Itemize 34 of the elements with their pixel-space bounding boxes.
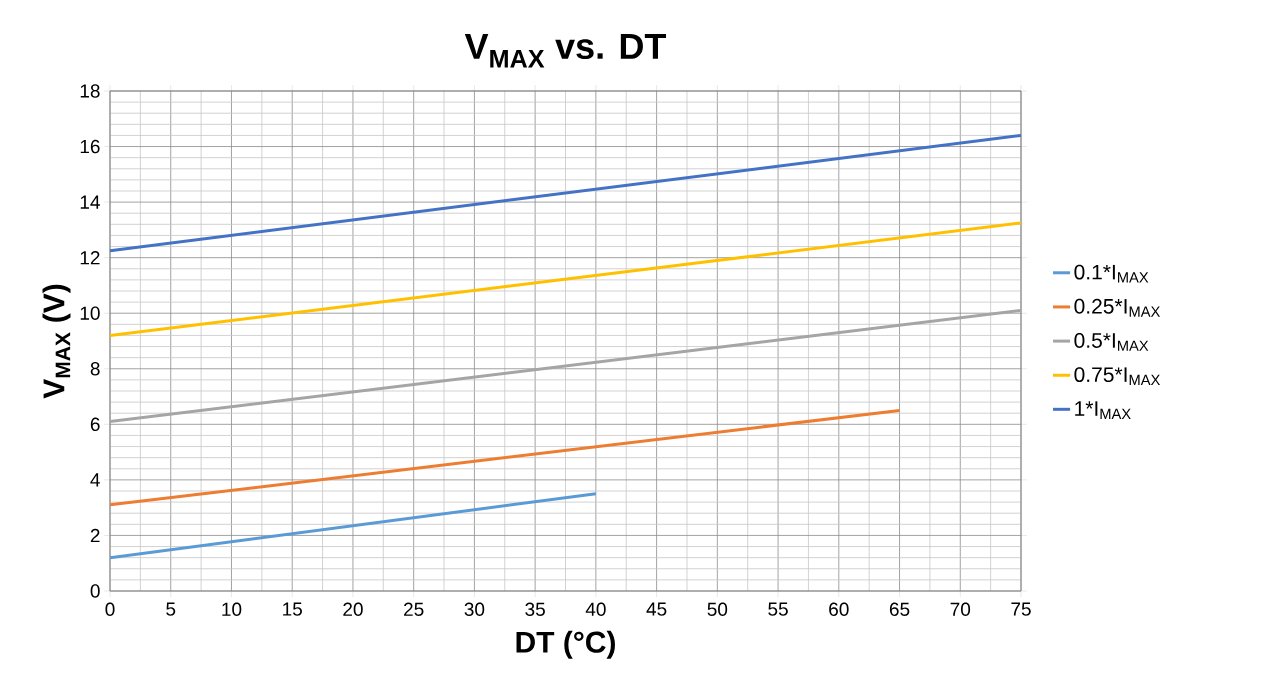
x-tick-label: 40 <box>585 602 606 616</box>
x-tick-label: 45 <box>646 602 667 616</box>
x-tick-label: 50 <box>707 602 728 616</box>
x-tick-label: 15 <box>283 602 302 616</box>
y-tick-label: 6 <box>90 417 100 432</box>
x-tick-label: 25 <box>404 602 424 616</box>
y-axis-title: V$_{MAX}$ (V) <box>42 284 71 399</box>
x-tick-label: 20 <box>343 602 363 616</box>
y-tick-label: 16 <box>80 139 100 154</box>
y-tick-label: 12 <box>80 251 100 265</box>
x-tick-label: 30 <box>464 602 485 616</box>
x-tick-label: 60 <box>829 602 849 616</box>
x-tick-label: 65 <box>889 602 910 616</box>
y-tick-label: 2 <box>90 528 100 543</box>
y-tick-label: 0 <box>90 584 100 598</box>
y-tick-label: 4 <box>90 473 100 487</box>
y-tick-label: 10 <box>80 306 100 320</box>
x-tick-label: 70 <box>950 602 971 616</box>
chart-title: V$_{MAX}$ vs. DT <box>464 33 667 68</box>
x-tick-label: 5 <box>166 602 176 616</box>
y-tick-label: 18 <box>80 84 100 98</box>
x-tick-label: 75 <box>1011 602 1031 616</box>
legend-label: 0.5*I$_{MAX}$ <box>1074 333 1149 351</box>
legend-label: 0.75*I$_{MAX}$ <box>1074 367 1161 385</box>
x-tick-label: 55 <box>768 602 788 616</box>
x-tick-label: 10 <box>222 602 242 616</box>
legend-label: 0.25*I$_{MAX}$ <box>1074 298 1161 317</box>
legend-label: 1*I$_{MAX}$ <box>1075 401 1131 419</box>
y-tick-label: 14 <box>80 195 100 209</box>
x-tick-label: 0 <box>105 602 115 616</box>
x-axis-title: DT (°C) <box>516 630 615 659</box>
y-tick-label: 8 <box>90 362 100 376</box>
x-tick-label: 35 <box>525 602 545 616</box>
legend-label: 0.1*I$_{MAX}$ <box>1074 264 1149 283</box>
